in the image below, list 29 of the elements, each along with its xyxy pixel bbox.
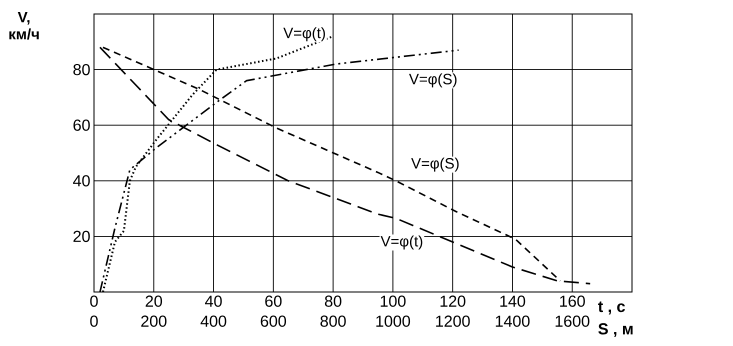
x2-tick-label: 400 — [200, 316, 226, 327]
y-tick-label: 20 — [73, 230, 90, 242]
x2-tick-label: 1600 — [556, 316, 590, 327]
x2-tick-label: 800 — [320, 316, 346, 327]
x-tick-label: 60 — [265, 296, 282, 307]
x-tick-label: 120 — [440, 296, 466, 307]
series-label: V=φ(t) — [283, 27, 325, 42]
x2-tick-label: 1000 — [376, 316, 410, 327]
x-tick-label: 80 — [324, 296, 342, 307]
x-axis-title: t , с — [598, 302, 625, 314]
x2-tick-label: 1200 — [436, 316, 470, 327]
y-tick-label: 40 — [73, 175, 90, 186]
series-label: V=φ(S) — [411, 158, 459, 172]
x-tick-label: 40 — [205, 296, 222, 307]
y-axis-title: V, км/ч — [9, 12, 39, 40]
y-tick-label: 60 — [73, 120, 90, 131]
x-tick-label: 100 — [380, 296, 406, 307]
x2-tick-label: 600 — [260, 316, 286, 327]
x2-axis-title: S , м — [598, 323, 633, 337]
x-tick-label: 0 — [90, 296, 98, 307]
x-tick-label: 160 — [560, 296, 585, 307]
series-label: V=φ(t) — [380, 236, 422, 250]
x2-tick-label: 200 — [141, 316, 166, 327]
series-label: V=φ(S) — [409, 73, 457, 88]
x-tick-label: 140 — [500, 296, 526, 307]
x2-tick-label: 0 — [90, 316, 98, 327]
x2-tick-label: 1400 — [496, 316, 530, 327]
x-tick-label: 20 — [146, 296, 162, 307]
y-tick-label: 80 — [73, 64, 90, 76]
